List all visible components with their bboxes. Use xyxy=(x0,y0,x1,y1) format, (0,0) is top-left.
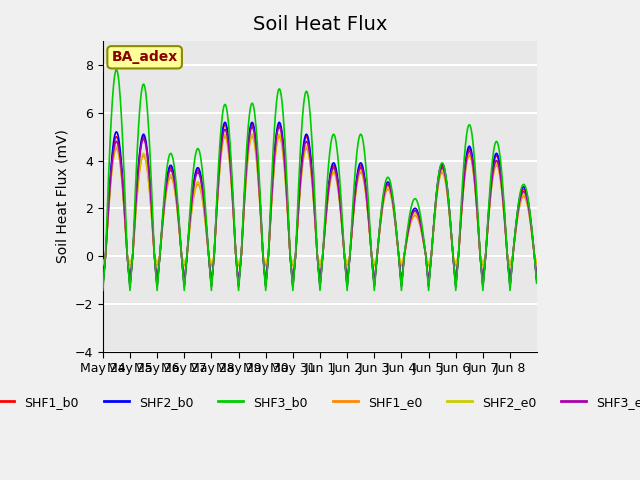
Legend: SHF1_b0, SHF2_b0, SHF3_b0, SHF1_e0, SHF2_e0, SHF3_e0: SHF1_b0, SHF2_b0, SHF3_b0, SHF1_e0, SHF2… xyxy=(0,391,640,414)
Line: SHF2_b0: SHF2_b0 xyxy=(103,122,536,286)
SHF3_b0 xyxy=(150,251,158,256)
Line: SHF3_b0: SHF3_b0 xyxy=(103,70,536,290)
SHF1_b0 xyxy=(150,241,157,247)
SHF1_e0 xyxy=(268,195,276,201)
SHF3_e0 xyxy=(364,210,372,216)
SHF3_e0 xyxy=(99,284,107,289)
SHF1_b0 xyxy=(388,196,396,202)
SHF2_b0 xyxy=(99,283,107,288)
SHF2_b0 xyxy=(150,241,157,247)
SHF3_b0 xyxy=(268,172,276,178)
Line: SHF1_e0: SHF1_e0 xyxy=(103,137,536,265)
SHF1_b0 xyxy=(364,209,372,215)
SHF1_e0 xyxy=(532,261,540,266)
SHF3_e0 xyxy=(388,196,396,202)
SHF3_b0 xyxy=(99,288,107,293)
SHF3_b0 xyxy=(113,67,120,72)
SHF3_b0 xyxy=(252,119,259,124)
SHF2_b0 xyxy=(221,120,229,125)
SHF2_e0 xyxy=(252,146,259,152)
SHF1_e0 xyxy=(388,200,396,206)
Line: SHF3_e0: SHF3_e0 xyxy=(103,127,536,287)
SHF1_e0 xyxy=(99,263,107,268)
SHF2_b0 xyxy=(230,218,238,224)
SHF2_e0 xyxy=(221,132,229,137)
SHF3_e0 xyxy=(532,277,540,283)
SHF2_b0 xyxy=(268,188,276,194)
Y-axis label: Soil Heat Flux (mV): Soil Heat Flux (mV) xyxy=(55,130,69,263)
SHF3_b0 xyxy=(364,194,372,200)
SHF3_e0 xyxy=(150,241,157,247)
SHF2_e0 xyxy=(532,259,540,265)
SHF1_b0 xyxy=(252,137,259,143)
SHF3_b0 xyxy=(388,191,396,196)
SHF2_b0 xyxy=(532,276,540,282)
SHF3_b0 xyxy=(230,214,238,220)
Line: SHF1_b0: SHF1_b0 xyxy=(103,125,536,285)
SHF1_e0 xyxy=(364,213,372,218)
SHF2_e0 xyxy=(150,243,157,249)
SHF3_e0 xyxy=(248,124,256,130)
SHF2_e0 xyxy=(364,211,372,217)
SHF1_b0 xyxy=(221,122,229,128)
SHF1_b0 xyxy=(230,219,238,225)
SHF3_e0 xyxy=(268,191,276,196)
SHF1_e0 xyxy=(252,148,259,154)
SHF3_b0 xyxy=(532,280,540,286)
SHF1_b0 xyxy=(532,276,540,282)
SHF3_e0 xyxy=(252,139,259,145)
SHF2_b0 xyxy=(364,208,372,214)
SHF3_e0 xyxy=(230,211,237,216)
SHF2_e0 xyxy=(99,261,107,266)
SHF1_b0 xyxy=(268,189,276,195)
SHF1_e0 xyxy=(150,243,157,249)
Line: SHF2_e0: SHF2_e0 xyxy=(103,134,536,264)
Title: Soil Heat Flux: Soil Heat Flux xyxy=(253,15,387,34)
Text: BA_adex: BA_adex xyxy=(111,50,178,64)
SHF2_e0 xyxy=(230,222,238,228)
SHF2_e0 xyxy=(268,194,276,200)
SHF1_b0 xyxy=(99,282,107,288)
SHF2_b0 xyxy=(388,194,396,200)
SHF1_e0 xyxy=(230,222,238,228)
SHF2_e0 xyxy=(388,198,396,204)
SHF1_e0 xyxy=(221,134,229,140)
SHF2_b0 xyxy=(252,135,259,141)
